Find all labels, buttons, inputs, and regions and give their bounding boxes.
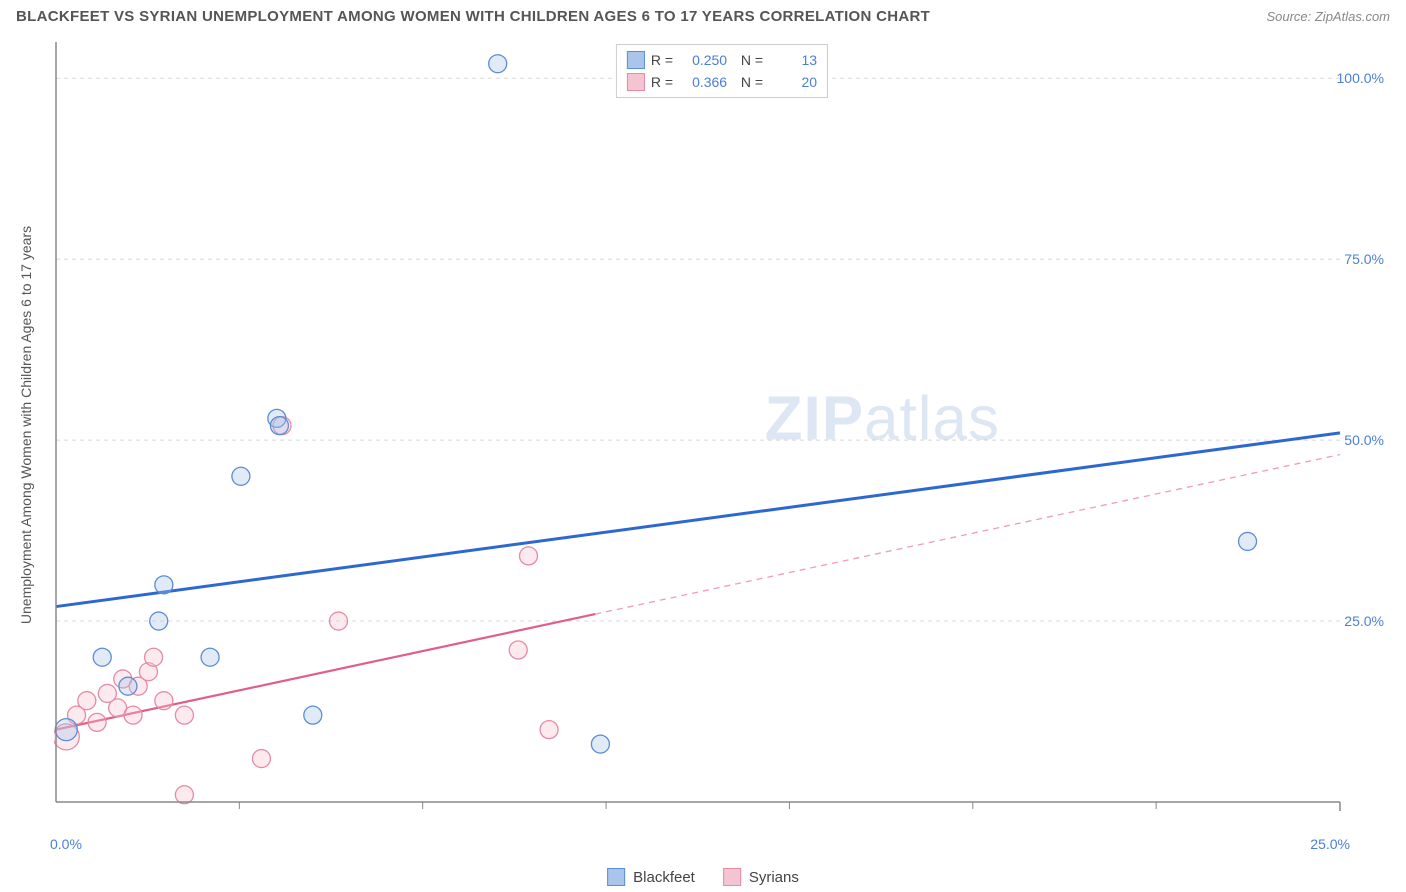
chart-area: 25.0%50.0%75.0%100.0% 0.0% 25.0% R = 0.2… (54, 40, 1390, 830)
source-attribution: Source: ZipAtlas.com (1266, 9, 1390, 24)
legend-item-blackfeet: Blackfeet (607, 868, 695, 886)
stat-n-label: N = (733, 52, 763, 68)
y-tick-label: 100.0% (1337, 70, 1384, 86)
y-axis-label: Unemployment Among Women with Children A… (18, 226, 34, 624)
stat-r-label: R = (651, 52, 673, 68)
chart-title: BLACKFEET VS SYRIAN UNEMPLOYMENT AMONG W… (16, 8, 930, 25)
stats-legend: R = 0.250 N = 13 R = 0.366 N = 20 (616, 44, 828, 98)
stat-n-value-syrians: 20 (769, 74, 817, 90)
y-tick-label: 50.0% (1344, 432, 1384, 448)
legend-swatch-syrians (627, 73, 645, 91)
stat-n-value-blackfeet: 13 (769, 52, 817, 68)
legend-item-syrians: Syrians (723, 868, 799, 886)
x-tick-label-max: 25.0% (1310, 836, 1350, 852)
stat-r-value-syrians: 0.366 (679, 74, 727, 90)
chart-header: BLACKFEET VS SYRIAN UNEMPLOYMENT AMONG W… (0, 0, 1406, 29)
stat-r-label: R = (651, 74, 673, 90)
series-legend: Blackfeet Syrians (607, 868, 799, 886)
scatter-plot-svg (54, 40, 1390, 830)
y-tick-label: 75.0% (1344, 251, 1384, 267)
stat-r-value-blackfeet: 0.250 (679, 52, 727, 68)
legend-swatch-blackfeet (607, 868, 625, 886)
legend-label-syrians: Syrians (749, 869, 799, 886)
stats-legend-row-syrians: R = 0.366 N = 20 (627, 71, 817, 93)
stat-n-label: N = (733, 74, 763, 90)
legend-swatch-blackfeet (627, 51, 645, 69)
stats-legend-row-blackfeet: R = 0.250 N = 13 (627, 49, 817, 71)
y-axis-label-container: Unemployment Among Women with Children A… (16, 40, 36, 810)
y-tick-label: 25.0% (1344, 613, 1384, 629)
legend-swatch-syrians (723, 868, 741, 886)
x-tick-label-min: 0.0% (50, 836, 82, 852)
legend-label-blackfeet: Blackfeet (633, 869, 695, 886)
